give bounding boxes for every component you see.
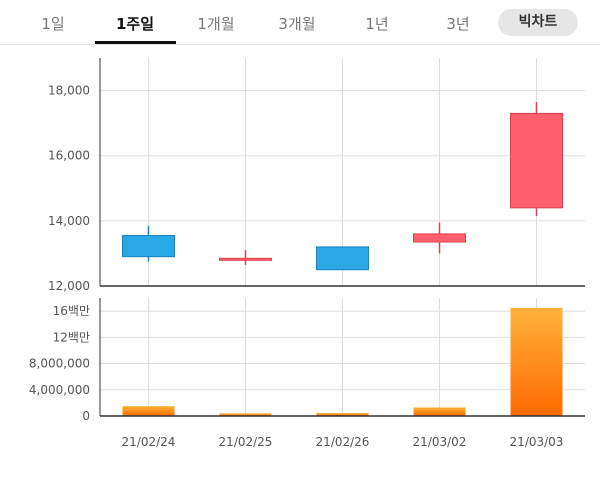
volume-y-tick-label: 16백만 — [53, 304, 90, 318]
volume-bar — [219, 413, 272, 416]
tab-1month[interactable]: 1개월 — [197, 15, 235, 33]
x-tick-label: 21/03/03 — [510, 435, 564, 449]
x-tick-label: 21/02/25 — [219, 435, 273, 449]
x-tick-label: 21/03/02 — [413, 435, 467, 449]
candle-body — [413, 233, 466, 243]
candle-body — [219, 257, 272, 261]
tab-1year[interactable]: 1년 — [365, 15, 389, 33]
volume-y-tick-label: 0 — [82, 409, 90, 423]
x-tick-label: 21/02/24 — [122, 435, 176, 449]
volume-y-tick-label: 4,000,000 — [29, 383, 90, 397]
volume-bar — [510, 307, 563, 416]
price-y-tick-label: 14,000 — [48, 214, 90, 228]
candle-body — [316, 246, 369, 271]
price-y-tick-label: 18,000 — [48, 84, 90, 98]
price-y-tick-label: 12,000 — [48, 279, 90, 293]
tab-3month[interactable]: 3개월 — [278, 15, 316, 33]
x-tick-label: 21/02/26 — [316, 435, 370, 449]
volume-y-tick-label: 12백만 — [53, 330, 90, 344]
tab-1day[interactable]: 1일 — [41, 15, 65, 33]
candle-body — [510, 112, 563, 209]
period-tab-bar: 1일 1주일 1개월 3개월 1년 3년 빅차트 — [0, 0, 600, 45]
volume-y-tick-label: 8,000,000 — [29, 357, 90, 371]
tab-3year[interactable]: 3년 — [446, 15, 470, 33]
volume-bar — [122, 406, 175, 416]
volume-bar — [316, 413, 369, 416]
candle-body — [122, 235, 175, 258]
tab-1week[interactable]: 1주일 — [115, 15, 155, 33]
volume-bar — [413, 407, 466, 416]
bigchart-button[interactable]: 빅차트 — [498, 9, 578, 36]
price-y-tick-label: 16,000 — [48, 149, 90, 163]
active-tab-underline — [95, 41, 176, 44]
